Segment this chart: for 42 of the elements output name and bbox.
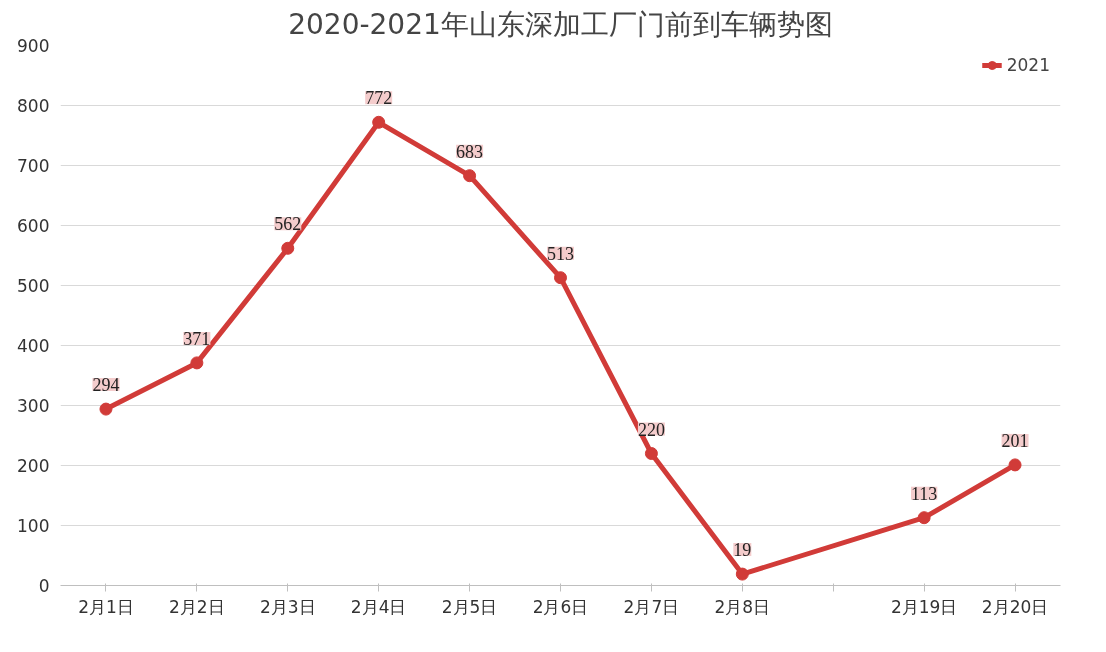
x-tick-label: 2月8日 [714,596,771,617]
data-label: 371 [183,328,211,349]
data-label: 19 [733,540,752,561]
legend-label: 2021 [1006,55,1050,75]
x-tick-label: 2月5日 [441,596,498,617]
data-label: 113 [910,483,938,504]
data-label: 513 [547,243,574,264]
point [281,241,295,255]
data-label: 294 [92,375,120,396]
y-tick-label: 700 [17,156,50,176]
point [554,271,567,285]
x-tick-label: 2月4日 [350,596,407,617]
point [463,169,477,183]
data-label: 201 [1001,430,1029,451]
point [917,511,931,525]
chart-title: 2020-2021年山东深加工厂门前到车辆势图 [288,7,833,41]
data-label: 220 [637,419,665,440]
point [644,447,658,460]
y-tick-label: 400 [17,336,50,356]
data-label: 562 [274,214,302,235]
x-tick-label: 2月7日 [623,596,680,617]
y-tick-label: 300 [17,396,50,416]
point [99,402,113,416]
x-tick-label: 2月20日 [981,596,1049,617]
y-tick-label: 500 [17,276,50,296]
x-tick-label: 2月19日 [890,596,958,617]
y-tick-label: 200 [17,456,50,476]
point [1008,458,1022,472]
y-tick-label: 100 [17,516,50,536]
x-tick-label: 2月1日 [78,596,134,617]
data-label: 683 [456,141,484,162]
x-tick-label: 2月6日 [532,596,589,617]
y-tick-label: 800 [17,96,50,116]
point [735,567,749,581]
x-tick-label: 2月2日 [169,596,225,617]
point [372,115,386,129]
data-label: 772 [365,88,393,109]
y-tick-label: 900 [17,36,50,56]
y-tick-label: 0 [38,576,50,596]
y-tick-label: 600 [17,216,50,236]
point [190,356,204,370]
x-tick-label: 2月3日 [259,596,316,617]
